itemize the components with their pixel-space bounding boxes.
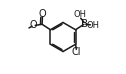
Text: OH: OH — [87, 20, 100, 30]
Text: OH: OH — [73, 10, 86, 19]
Text: B: B — [81, 19, 88, 29]
Text: O: O — [30, 20, 38, 30]
Text: Cl: Cl — [72, 47, 81, 57]
Text: O: O — [39, 9, 46, 19]
